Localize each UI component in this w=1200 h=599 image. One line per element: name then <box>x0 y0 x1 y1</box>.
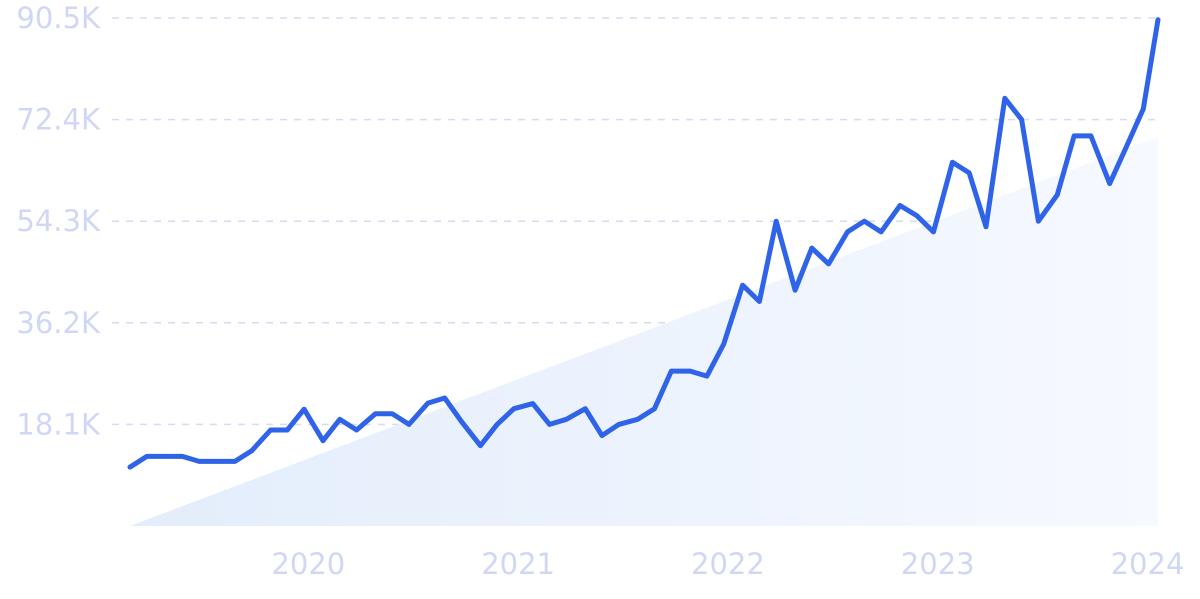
data-point <box>1141 106 1146 112</box>
data-point <box>757 299 762 304</box>
data-point <box>740 283 745 288</box>
data-point <box>127 464 133 470</box>
data-point <box>268 427 273 433</box>
x-tick-label: 2020 <box>271 547 345 581</box>
y-tick-label: 72.4K <box>16 103 101 137</box>
data-point <box>197 459 202 464</box>
y-tick-label: 90.5K <box>16 1 101 35</box>
data-point <box>180 454 185 459</box>
data-point <box>1107 181 1112 186</box>
data-point <box>845 229 850 235</box>
data-point <box>425 400 431 406</box>
data-point <box>442 395 447 401</box>
data-point <box>792 288 798 293</box>
data-point <box>459 419 464 424</box>
data-point <box>1124 144 1129 149</box>
data-point <box>494 422 500 427</box>
y-axis-ticks: 18.1K 36.2K 54.3K 72.4K 90.5K <box>16 1 101 441</box>
x-tick-label: 2024 <box>1111 547 1185 581</box>
data-point <box>1055 192 1060 197</box>
data-point <box>950 160 955 165</box>
data-point <box>931 229 936 235</box>
data-point <box>285 427 290 433</box>
data-point <box>564 417 569 422</box>
data-point <box>652 406 657 411</box>
data-point <box>1036 219 1041 224</box>
data-point <box>599 433 605 438</box>
data-point <box>144 454 149 459</box>
data-point <box>215 459 221 464</box>
data-point <box>583 406 588 411</box>
data-point <box>635 417 640 422</box>
data-point <box>163 454 168 459</box>
data-point <box>320 438 326 443</box>
series-line <box>127 17 1161 470</box>
data-point <box>249 448 254 453</box>
data-point <box>1019 117 1024 122</box>
data-point <box>983 224 989 229</box>
data-point <box>232 459 238 464</box>
y-tick-label: 18.1K <box>16 407 101 441</box>
x-tick-label: 2022 <box>691 547 765 581</box>
data-point <box>354 427 359 433</box>
data-point <box>373 411 378 416</box>
data-point <box>530 401 535 406</box>
trend-area-shape <box>130 137 1158 526</box>
y-tick-label: 36.2K <box>16 306 101 340</box>
data-point <box>669 368 674 374</box>
data-point <box>774 219 779 224</box>
data-point <box>809 245 814 251</box>
data-point <box>688 368 693 374</box>
data-point <box>914 213 919 218</box>
data-point <box>967 170 972 176</box>
data-point <box>862 219 867 224</box>
data-point <box>1088 133 1094 139</box>
trend-area <box>130 137 1158 526</box>
data-point <box>390 411 395 416</box>
data-point <box>1071 133 1077 139</box>
series-lines <box>127 17 1161 470</box>
data-point <box>511 406 517 411</box>
data-point <box>897 203 903 208</box>
data-point <box>547 422 552 427</box>
data-point <box>406 422 412 427</box>
data-point <box>301 407 307 412</box>
data-point <box>337 417 342 422</box>
x-tick-label: 2023 <box>901 547 975 581</box>
data-point <box>826 261 831 267</box>
data-point <box>704 373 710 379</box>
data-point <box>721 341 726 347</box>
y-tick-label: 54.3K <box>16 204 101 238</box>
data-point <box>478 443 483 448</box>
data-point <box>878 229 884 235</box>
x-axis-ticks: 2020 2021 2022 2023 2024 <box>271 547 1184 581</box>
x-tick-label: 2021 <box>481 547 555 581</box>
data-point <box>616 422 621 427</box>
data-point <box>1155 17 1161 22</box>
data-point <box>1002 96 1007 101</box>
